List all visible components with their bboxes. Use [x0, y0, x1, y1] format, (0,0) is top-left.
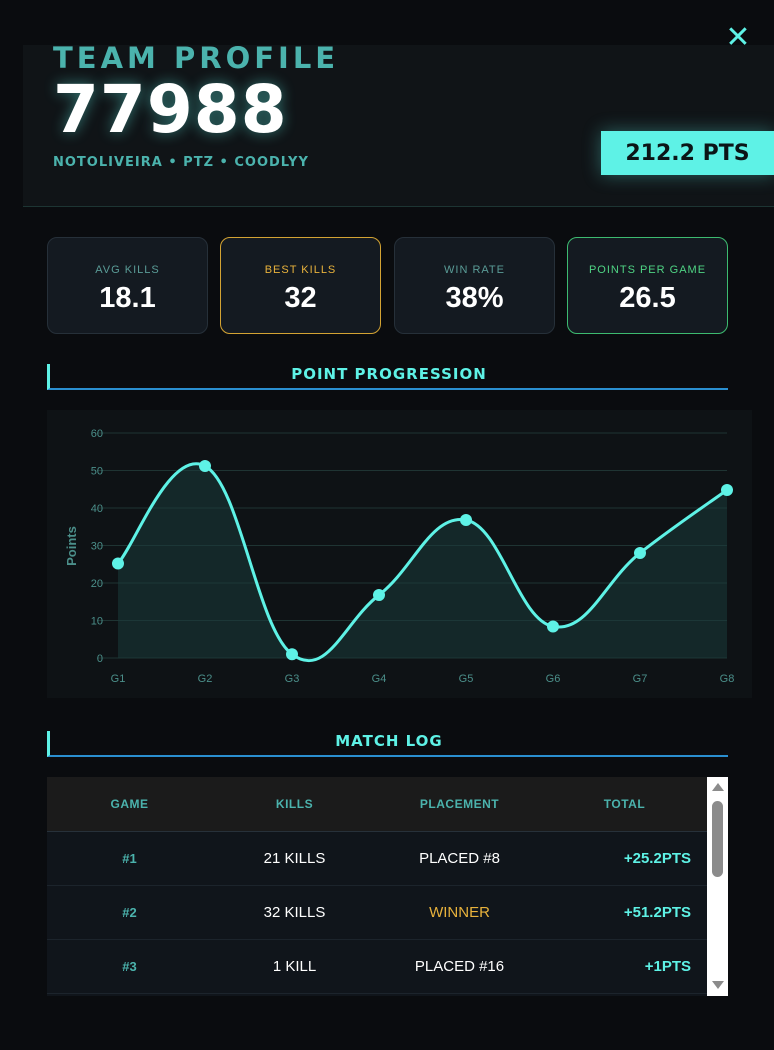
cell-total: +25.2PTS — [623, 850, 691, 867]
chart-svg: 0 10 20 30 40 50 60 G1 G2 G3 G4 G5 G6 G7 G8 Points — [64, 428, 735, 685]
total-points-badge: 212.2 PTS — [601, 131, 774, 175]
data-point — [547, 620, 559, 633]
series-area — [118, 463, 727, 661]
stat-card-win-rate: WIN RATE 38% — [394, 237, 555, 334]
y-tick-label: 50 — [91, 466, 103, 478]
scrollbar[interactable] — [707, 777, 728, 996]
stat-card-best-kills: BEST KILLS 32 — [220, 237, 381, 334]
scroll-down-arrow-icon[interactable] — [712, 981, 724, 989]
y-tick-label: 40 — [91, 503, 103, 515]
table-row: #3 1 KILL PLACED #16 +1PTS — [47, 940, 707, 994]
stat-label: AVG KILLS — [95, 264, 160, 276]
data-point — [286, 648, 298, 661]
stat-label: WIN RATE — [444, 264, 505, 276]
section-title-match-log: MATCH LOG — [47, 731, 728, 757]
match-log-table[interactable]: GAME KILLS PLACEMENT TOTAL #1 21 KILLS P… — [47, 777, 728, 996]
x-tick-label: G1 — [111, 673, 126, 685]
series-line — [116, 462, 728, 663]
data-point — [199, 460, 211, 472]
scroll-thumb[interactable] — [712, 801, 723, 877]
point-progression-chart: 0 10 20 30 40 50 60 G1 G2 G3 G4 G5 G6 G7 G8 Points — [47, 410, 752, 698]
y-tick-label: 20 — [91, 578, 103, 590]
cell-kills: 32 KILLS — [263, 904, 326, 921]
stat-label: POINTS PER GAME — [588, 264, 707, 276]
table-header: GAME KILLS PLACEMENT TOTAL — [47, 777, 707, 832]
x-tick-label: G5 — [459, 673, 474, 685]
cell-kills: 1 KILL — [272, 958, 317, 975]
y-tick-label: 0 — [97, 653, 103, 665]
x-tick-label: G4 — [372, 673, 387, 685]
y-tick-label: 60 — [91, 428, 103, 440]
cell-game: #2 — [122, 905, 137, 920]
cell-kills: 21 KILLS — [263, 850, 326, 867]
data-point — [112, 557, 124, 570]
stat-value: 32 — [284, 282, 317, 314]
column-header-placement: PLACEMENT — [419, 797, 500, 811]
cell-placement: PLACED #8 — [419, 850, 500, 867]
data-point — [634, 547, 646, 559]
x-tick-label: G6 — [546, 673, 561, 685]
y-tick-label: 30 — [91, 541, 103, 553]
stat-value: 26.5 — [619, 282, 676, 314]
header-label: TEAM PROFILE — [53, 41, 340, 75]
x-tick-label: G8 — [720, 673, 735, 685]
x-tick-label: G7 — [633, 673, 648, 685]
team-profile-header: TEAM PROFILE 77988 NOTOLIVEIRA • PTZ • C… — [23, 41, 774, 207]
stat-value: 18.1 — [99, 282, 156, 314]
column-header-game: GAME — [110, 797, 149, 811]
cell-placement: WINNER — [429, 904, 490, 921]
x-tick-label: G2 — [198, 673, 213, 685]
cell-total: +1PTS — [644, 958, 691, 975]
table-row: #2 32 KILLS WINNER +51.2PTS — [47, 886, 707, 940]
team-id: 77988 — [53, 71, 288, 148]
y-axis-label: Points — [64, 526, 79, 566]
section-title-point-progression: POINT PROGRESSION — [47, 364, 728, 390]
y-tick-label: 10 — [91, 616, 103, 628]
data-point — [460, 514, 472, 526]
data-point — [373, 589, 385, 601]
team-members: NOTOLIVEIRA • PTZ • COODLYY — [53, 155, 309, 170]
cell-game: #3 — [122, 959, 137, 974]
stat-label: BEST KILLS — [264, 264, 337, 276]
cell-game: #1 — [122, 851, 137, 866]
x-tick-label: G3 — [285, 673, 300, 685]
column-header-total: TOTAL — [603, 797, 646, 811]
stat-value: 38% — [445, 282, 504, 314]
table-row: #1 21 KILLS PLACED #8 +25.2PTS — [47, 832, 707, 886]
column-header-kills: KILLS — [275, 797, 314, 811]
cell-placement: PLACED #16 — [414, 958, 505, 975]
data-point — [721, 484, 733, 496]
stat-card-avg-kills: AVG KILLS 18.1 — [47, 237, 208, 334]
stat-card-points-per-game: POINTS PER GAME 26.5 — [567, 237, 728, 334]
cell-total: +51.2PTS — [623, 904, 691, 921]
scroll-up-arrow-icon[interactable] — [712, 783, 724, 791]
